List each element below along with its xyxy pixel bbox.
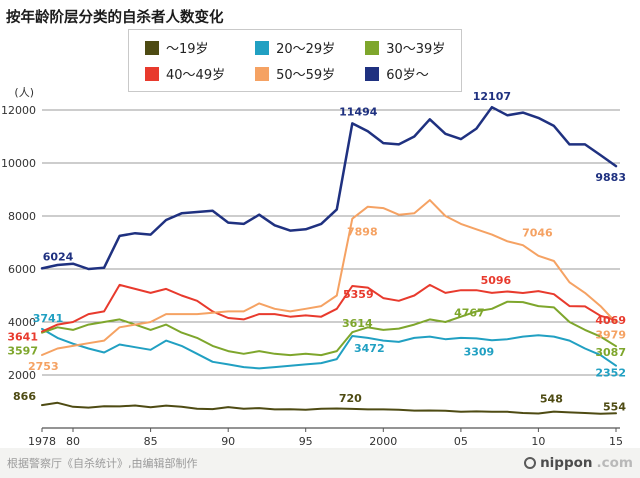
source-note: 根据警察厅《自杀统计》,由编辑部制作: [7, 457, 198, 470]
data-label: 5359: [343, 288, 374, 301]
legend-swatch-icon: [145, 40, 159, 55]
data-label: 2753: [28, 360, 59, 373]
data-label: 4069: [595, 314, 626, 327]
brand: nippon .com: [524, 455, 633, 471]
data-label: 720: [339, 392, 362, 405]
x-tick-label: 1978: [28, 435, 56, 448]
data-label: 2352: [595, 367, 626, 380]
data-label: 7898: [347, 226, 378, 239]
legend-item-4: 50～59岁: [255, 64, 335, 83]
data-label: 3597: [7, 345, 38, 358]
data-label: 548: [540, 393, 563, 406]
nippon-logo-icon: [524, 457, 537, 469]
data-label: 6024: [43, 250, 74, 263]
legend-swatch-icon: [365, 40, 380, 55]
data-label: 3087: [595, 346, 626, 359]
legend: ～19岁 20～29岁 30～39岁 40～49岁 50～59岁 60岁～: [128, 29, 463, 92]
legend-label: 50～59岁: [276, 68, 336, 83]
legend-swatch-icon: [255, 66, 270, 81]
y-tick-label: 4000: [8, 316, 36, 329]
data-label: 12107: [473, 90, 511, 103]
data-label: 3641: [7, 331, 38, 344]
x-tick-label: 15: [609, 435, 623, 448]
data-label: 7046: [522, 226, 553, 239]
legend-item-5: 60岁～: [365, 64, 445, 83]
data-label: 4767: [454, 307, 485, 320]
data-label: 3614: [342, 317, 373, 330]
y-tick-label: 12000: [1, 104, 36, 117]
x-tick-label: 2000: [369, 435, 397, 448]
data-label: 3309: [464, 345, 495, 358]
data-label: 9883: [595, 171, 626, 184]
data-label: 5096: [481, 274, 512, 287]
x-tick-label: 85: [144, 435, 158, 448]
y-tick-label: 2000: [8, 369, 36, 382]
series-line-1: [41, 327, 617, 370]
data-label: 3741: [33, 312, 64, 325]
data-label: 554: [603, 400, 626, 413]
series-line-3: [41, 283, 617, 333]
data-label: 11494: [339, 105, 378, 118]
series-line-0: [41, 401, 617, 415]
legend-label: 60岁～: [386, 68, 429, 83]
legend-item-3: 40～49岁: [145, 64, 225, 83]
legend-item-0: ～19岁: [145, 38, 225, 57]
footer: 根据警察厅《自杀统计》,由编辑部制作 nippon .com: [0, 448, 640, 478]
chart-title: 按年龄阶层分类的自杀者人数变化: [6, 10, 224, 26]
legend-swatch-icon: [365, 66, 380, 81]
series-line-5: [40, 105, 618, 271]
y-tick-label: 6000: [8, 263, 36, 276]
x-tick-label: 05: [454, 435, 468, 448]
y-tick-label: 10000: [1, 157, 36, 170]
x-tick-label: 95: [299, 435, 313, 448]
x-tick-label: 90: [221, 435, 235, 448]
series-line-4: [41, 199, 617, 356]
x-tick-label: 10: [531, 435, 545, 448]
legend-label: 40～49岁: [166, 68, 226, 83]
legend-item-2: 30～39岁: [365, 38, 445, 57]
legend-label: ～19岁: [166, 42, 209, 57]
legend-label: 20～29岁: [276, 42, 336, 57]
series-line-2: [41, 300, 617, 357]
legend-swatch-icon: [255, 40, 270, 55]
y-tick-label: 8000: [8, 210, 36, 223]
legend-swatch-icon: [145, 66, 159, 81]
data-label: 3979: [595, 329, 626, 342]
brand-name: nippon: [540, 455, 593, 471]
data-label: 3472: [354, 342, 385, 355]
x-tick-label: 80: [66, 435, 80, 448]
legend-item-1: 20～29岁: [255, 38, 335, 57]
y-axis-unit: (人): [14, 86, 34, 99]
legend-label: 30～39岁: [386, 42, 446, 57]
brand-suffix: .com: [596, 455, 633, 471]
data-label: 866: [13, 390, 36, 403]
